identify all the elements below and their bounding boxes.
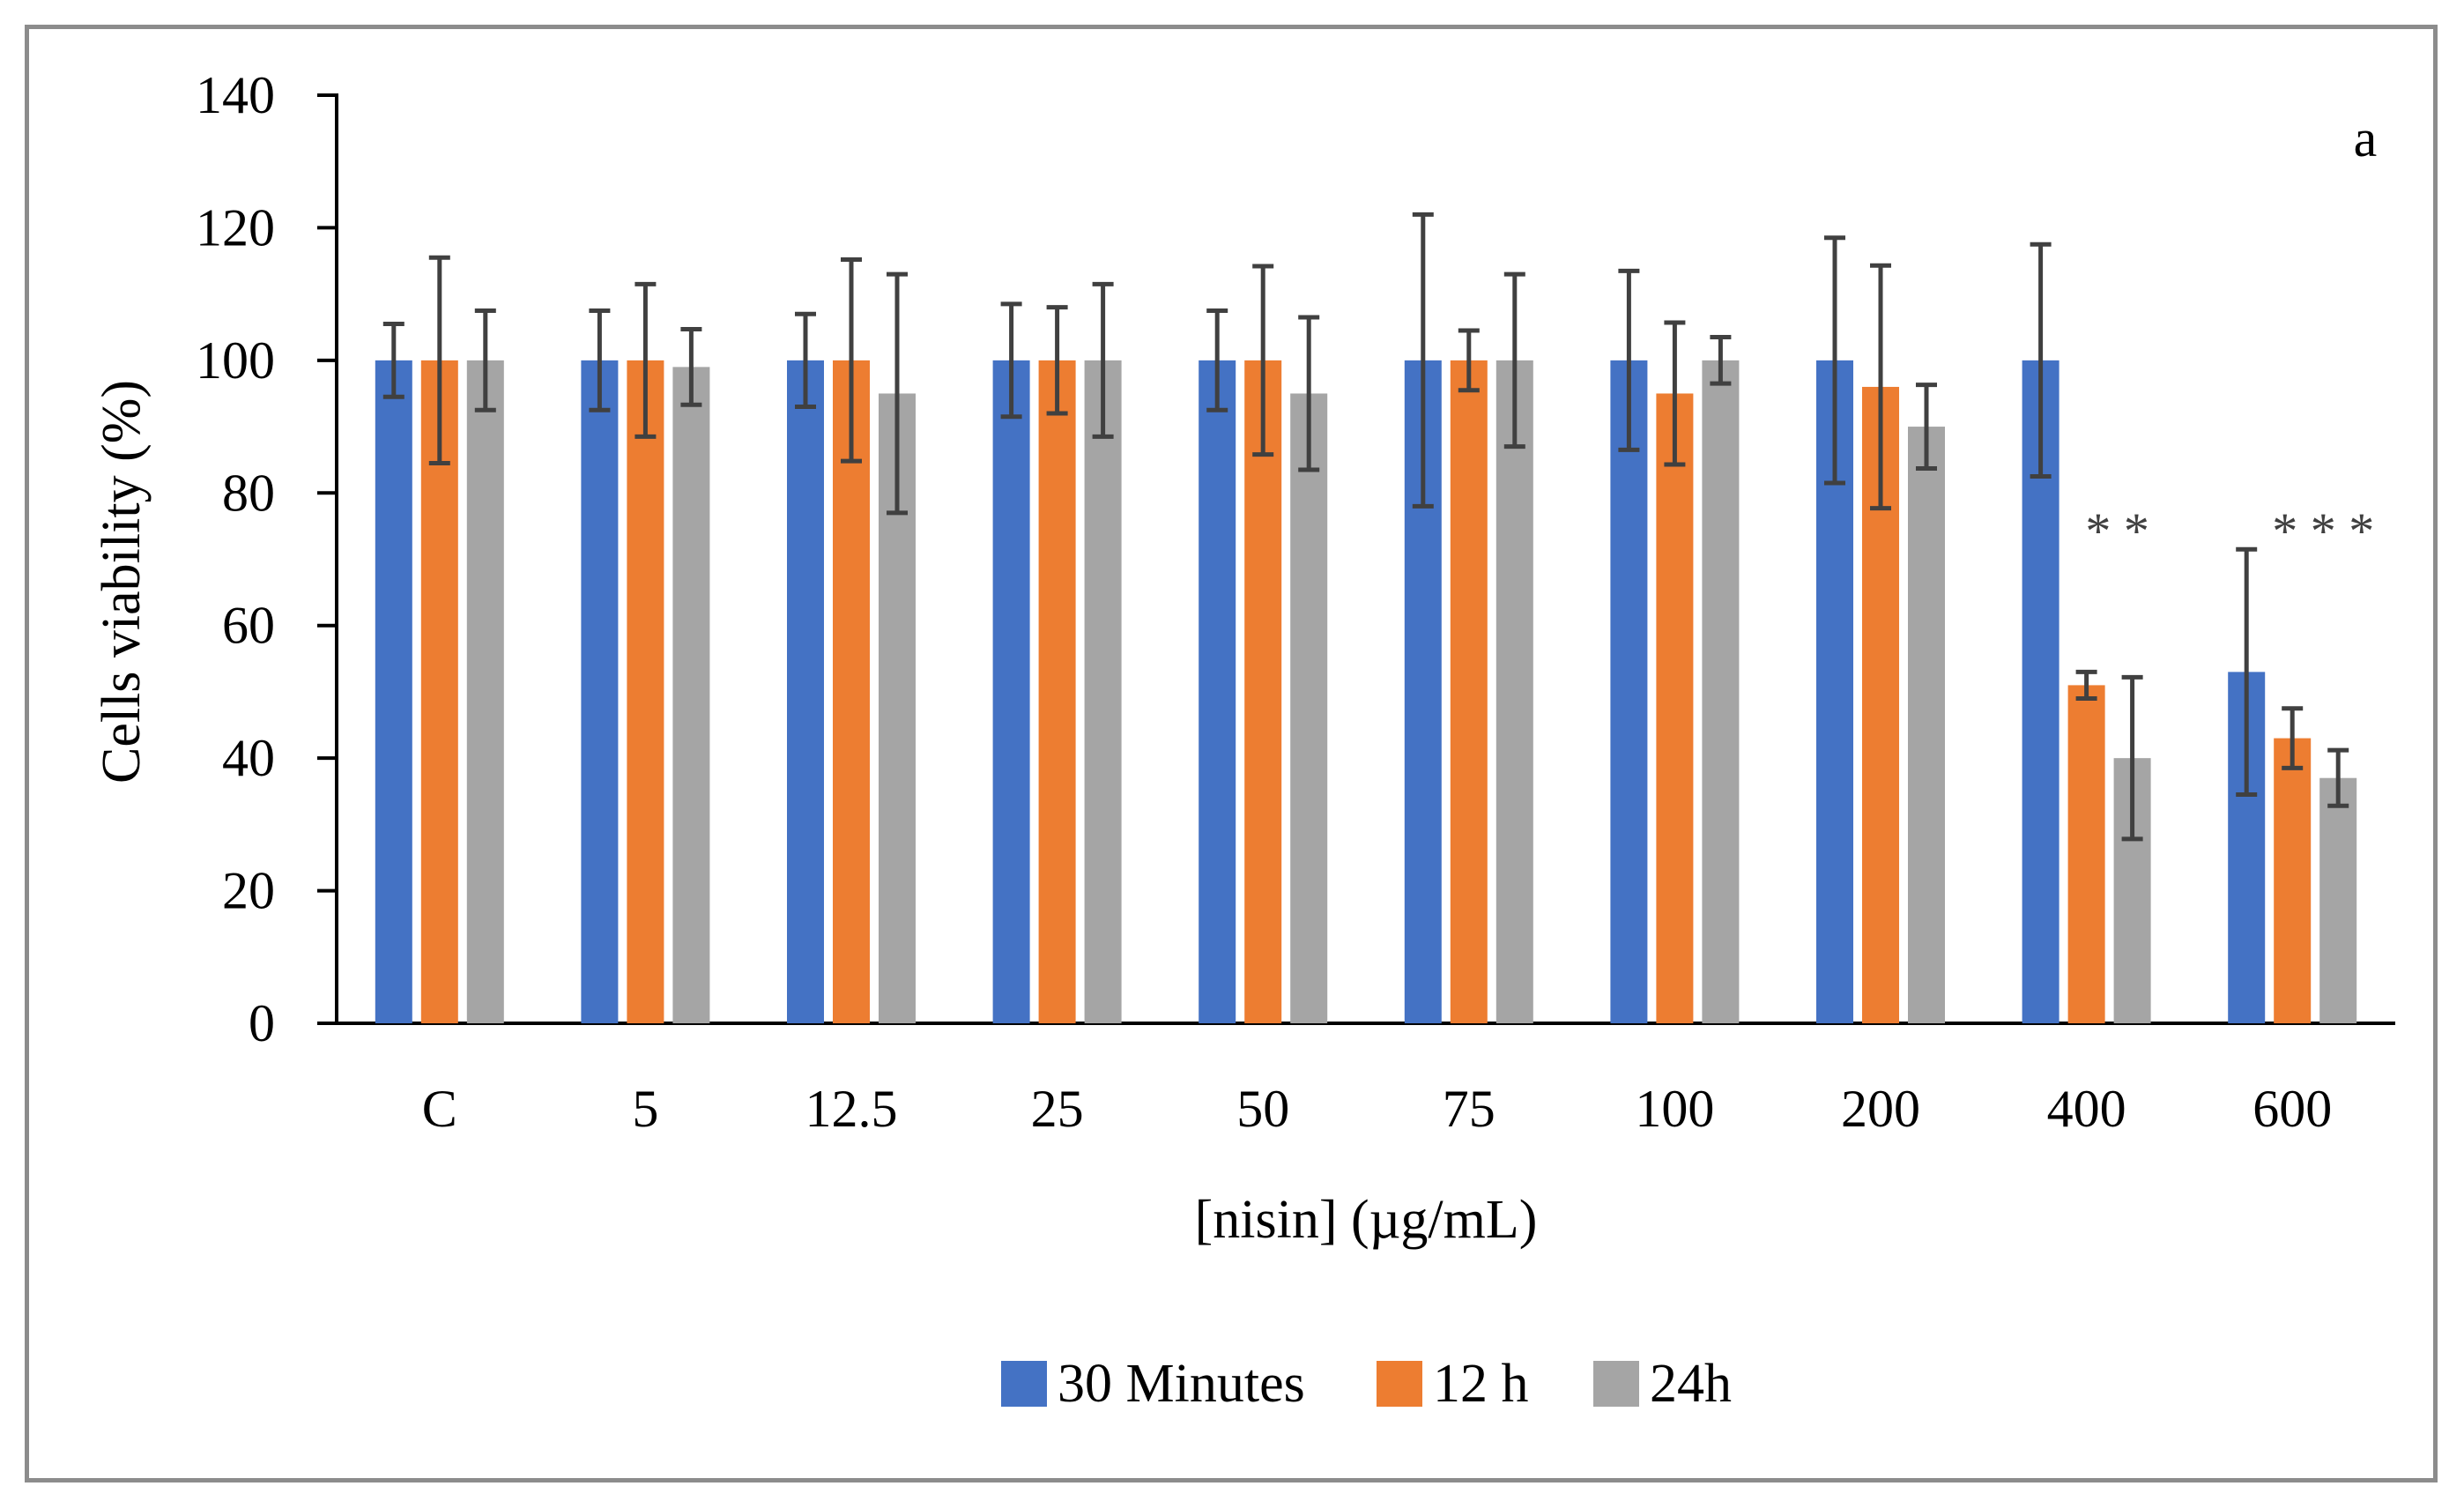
bar-24h xyxy=(1084,360,1122,1023)
x-tick-label: 12.5 xyxy=(805,1080,898,1138)
x-tick-label: 100 xyxy=(1635,1080,1714,1138)
bar-24h xyxy=(2319,777,2357,1023)
legend-label: 12 h xyxy=(1433,1354,1529,1414)
x-tick-label: 200 xyxy=(1841,1080,1920,1138)
bar-30-minutes xyxy=(992,360,1030,1023)
legend-swatch xyxy=(1593,1361,1639,1407)
bar-24h xyxy=(1290,393,1328,1023)
significance-marker: * * * xyxy=(2272,502,2374,560)
bar-24h xyxy=(466,360,504,1023)
bar-12-h xyxy=(2274,738,2312,1023)
y-tick-label: 80 xyxy=(222,464,275,522)
bar-12-h xyxy=(627,360,664,1023)
y-tick-label: 20 xyxy=(222,862,275,920)
x-axis-title: [nisin] (µg/mL) xyxy=(1195,1190,1538,1250)
bar-12-h xyxy=(420,360,458,1023)
panel-label: a xyxy=(2354,109,2378,167)
y-tick-label: 0 xyxy=(249,994,275,1052)
bar-12-h xyxy=(1244,360,1282,1023)
significance-marker: * * xyxy=(2085,502,2149,560)
bar-30-minutes xyxy=(581,360,619,1023)
bar-30-minutes xyxy=(375,360,412,1023)
x-tick-label: 600 xyxy=(2252,1080,2332,1138)
y-tick-label: 100 xyxy=(196,331,275,390)
bar-30-minutes xyxy=(1199,360,1236,1023)
legend-swatch xyxy=(1377,1361,1422,1407)
y-tick-label: 120 xyxy=(196,198,275,256)
x-tick-label: C xyxy=(422,1080,457,1138)
bar-30-minutes xyxy=(1610,360,1648,1023)
x-tick-label: 50 xyxy=(1236,1080,1289,1138)
legend-label: 24h xyxy=(1650,1354,1732,1414)
bar-30-minutes xyxy=(787,360,824,1023)
bar-12-h xyxy=(833,360,870,1023)
x-tick-label: 5 xyxy=(632,1080,658,1138)
bar-24h xyxy=(1495,360,1533,1023)
y-tick-label: 60 xyxy=(222,597,275,655)
bar-24h xyxy=(1908,427,1945,1024)
legend-label: 30 Minutes xyxy=(1058,1354,1305,1414)
legend-swatch xyxy=(1001,1361,1047,1407)
x-tick-label: 75 xyxy=(1443,1080,1495,1138)
bar-12-h xyxy=(1656,393,1694,1023)
bar-24h xyxy=(672,367,710,1024)
bar-12-h xyxy=(1038,360,1076,1023)
y-axis-title: Cells viability (%) xyxy=(92,380,152,784)
y-tick-label: 40 xyxy=(222,729,275,787)
y-tick-label: 140 xyxy=(196,66,275,124)
bar-12-h xyxy=(2067,685,2105,1023)
x-tick-label: 400 xyxy=(2047,1080,2126,1138)
bar-12-h xyxy=(1450,360,1488,1023)
bar-24h xyxy=(1702,360,1740,1023)
x-tick-label: 25 xyxy=(1031,1080,1084,1138)
